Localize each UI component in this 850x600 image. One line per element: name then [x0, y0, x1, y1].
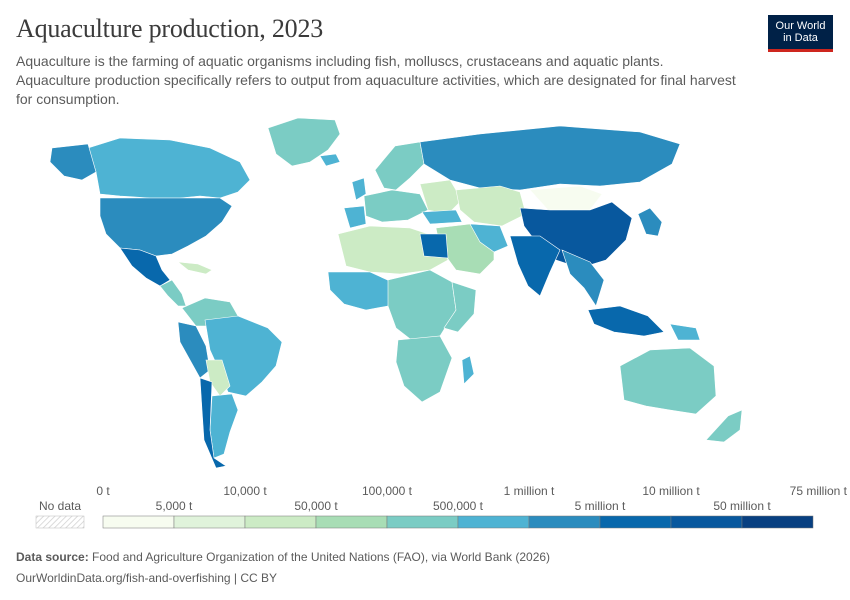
- legend-bottom-label-4: 50 million t: [713, 499, 771, 513]
- legend-bin-1[interactable]: [173, 515, 246, 529]
- region-east-africa[interactable]: [443, 281, 477, 333]
- footer: Data source: Food and Agriculture Organi…: [16, 547, 550, 589]
- region-usa[interactable]: [99, 197, 233, 257]
- legend-bin-3[interactable]: [315, 515, 388, 529]
- region-caribbean[interactable]: [177, 261, 213, 275]
- region-india[interactable]: [509, 235, 561, 297]
- color-legend: No data 0 t 10,000 t 100,000 t 1 million t 1…: [35, 484, 848, 529]
- chart-subtitle: Aquaculture is the farming of aquatic or…: [16, 53, 736, 107]
- region-chile[interactable]: [199, 377, 227, 469]
- region-indonesia[interactable]: [587, 305, 665, 337]
- region-iran[interactable]: [469, 223, 509, 253]
- region-mexico[interactable]: [119, 247, 171, 287]
- legend-bottom-label-1: 50,000 t: [294, 499, 338, 513]
- legend-bin-4[interactable]: [386, 515, 459, 529]
- legend-bottom-label-2: 500,000 t: [433, 499, 484, 513]
- region-iceland[interactable]: [319, 153, 341, 167]
- region-new-zealand[interactable]: [705, 409, 743, 443]
- logo-line-1: Our World: [775, 20, 826, 32]
- region-mongolia[interactable]: [529, 185, 603, 211]
- legend-bins: [102, 515, 814, 529]
- legend-bin-8[interactable]: [670, 515, 743, 529]
- legend-bin-7[interactable]: [599, 515, 672, 529]
- source-line: Data source: Food and Agriculture Organi…: [16, 547, 550, 568]
- region-korea-japan[interactable]: [637, 207, 663, 237]
- region-uk-ireland[interactable]: [351, 177, 367, 201]
- world-map[interactable]: [0, 110, 850, 480]
- source-text: Food and Agriculture Organization of the…: [92, 550, 551, 564]
- no-data-label: No data: [39, 499, 81, 513]
- legend-bin-0[interactable]: [102, 515, 175, 529]
- region-turkey[interactable]: [421, 209, 463, 225]
- source-label: Data source:: [16, 550, 89, 564]
- legend-bottom-label-3: 5 million t: [575, 499, 626, 513]
- no-data-swatch-group: No data: [35, 499, 85, 529]
- region-greenland[interactable]: [267, 117, 341, 167]
- url-line[interactable]: OurWorldinData.org/fish-and-overfishing …: [16, 571, 277, 585]
- legend-top-label-4: 10 million t: [642, 484, 700, 498]
- legend-top-label-0: 0 t: [96, 484, 110, 498]
- legend-bin-6[interactable]: [528, 515, 601, 529]
- region-southeast-asia[interactable]: [561, 249, 605, 307]
- legend-bottom-label-0: 5,000 t: [156, 499, 193, 513]
- region-southern-africa[interactable]: [395, 335, 453, 403]
- region-central-africa[interactable]: [387, 269, 457, 343]
- region-egypt[interactable]: [419, 233, 449, 259]
- region-central-asia[interactable]: [455, 185, 527, 227]
- region-norway-sweden-finland[interactable]: [374, 141, 425, 191]
- no-data-swatch: [35, 515, 85, 529]
- region-russia[interactable]: [419, 125, 681, 191]
- legend-top-label-1: 10,000 t: [223, 484, 267, 498]
- region-eastern-europe[interactable]: [419, 179, 463, 215]
- region-central-america[interactable]: [159, 279, 187, 307]
- region-argentina[interactable]: [209, 393, 239, 459]
- legend-top-label-5: 75 million t: [790, 484, 848, 498]
- region-alaska[interactable]: [49, 143, 97, 181]
- region-australia[interactable]: [619, 347, 717, 415]
- region-papua-new-guinea[interactable]: [669, 323, 701, 341]
- region-bolivia-paraguay[interactable]: [205, 359, 231, 397]
- owid-logo[interactable]: Our World in Data: [768, 15, 833, 52]
- legend-labels: 0 t 10,000 t 100,000 t 1 million t 10 millio…: [96, 484, 847, 513]
- region-west-africa[interactable]: [327, 271, 393, 311]
- region-madagascar[interactable]: [461, 355, 475, 385]
- legend-top-label-3: 1 million t: [504, 484, 555, 498]
- legend-top-label-2: 100,000 t: [362, 484, 413, 498]
- legend-bin-9[interactable]: [741, 515, 814, 529]
- region-peru-ecuador[interactable]: [177, 321, 211, 379]
- region-iberia[interactable]: [343, 205, 367, 229]
- legend-bin-2[interactable]: [244, 515, 317, 529]
- region-western-europe[interactable]: [363, 189, 429, 223]
- logo-line-2: in Data: [783, 32, 818, 44]
- legend-bin-5[interactable]: [457, 515, 530, 529]
- region-canada[interactable]: [87, 137, 251, 199]
- chart-title: Aquaculture production, 2023: [16, 14, 324, 43]
